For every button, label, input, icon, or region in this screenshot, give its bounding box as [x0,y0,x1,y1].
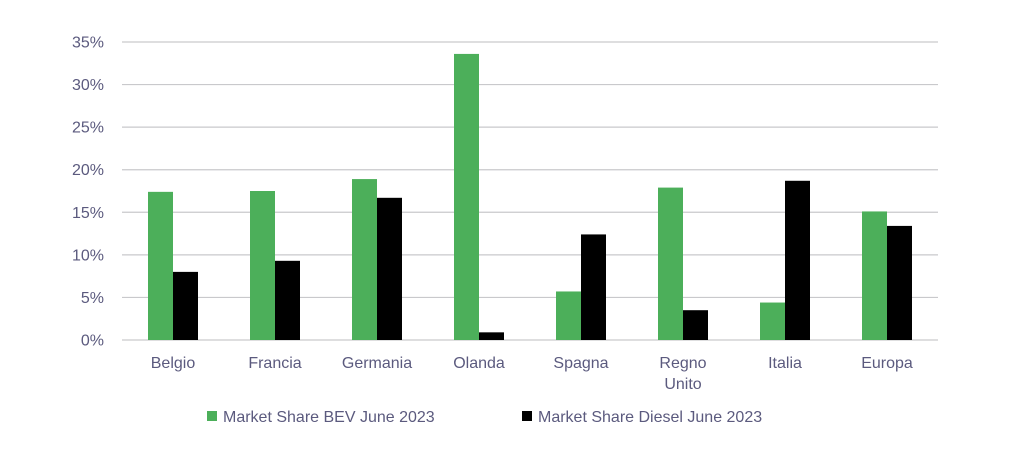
legend-label: Market Share BEV June 2023 [223,409,435,426]
bar-diesel [683,310,708,340]
legend: Market Share BEV June 2023 Market Share D… [207,409,762,426]
y-tick-label: 5% [81,290,104,307]
category-label: Unito [664,376,701,393]
bar-bev [862,211,887,340]
category-label: Germania [342,355,412,372]
bar-bev [658,187,683,340]
y-tick-label: 30% [72,77,104,94]
bar-diesel [377,197,402,340]
bar-diesel [275,260,300,340]
bar-bev [760,302,785,340]
y-tick-label: 20% [72,162,104,179]
gridlines [122,41,938,341]
y-axis-ticks: 0% 5% 10% 15% 20% 25% 30% 35% [72,35,104,350]
category-label: Belgio [151,355,196,372]
bar-bev [454,53,479,341]
bar-diesel [887,225,912,340]
y-tick-label: 15% [72,205,104,222]
bars [148,53,912,341]
category-label: Regno [659,355,706,372]
bar-bev [148,191,173,340]
category-label: Olanda [453,355,505,372]
category-label: Spagna [553,355,608,372]
bar-bev [556,291,581,340]
legend-swatch [207,411,217,421]
y-tick-label: 25% [72,120,104,137]
x-axis-labels: Belgio Francia Germania Olanda Spagna Regno Un… [151,355,913,393]
bar-diesel [785,180,810,340]
y-tick-label: 0% [81,333,104,350]
category-label: Italia [768,355,802,372]
bar-bev [250,191,275,340]
category-label: Europa [861,355,913,372]
bar-diesel [173,271,198,340]
y-tick-label: 35% [72,35,104,52]
category-label: Francia [248,355,301,372]
legend-label: Market Share Diesel June 2023 [538,409,762,426]
bar-bev [352,179,377,340]
bar-diesel [479,332,504,340]
legend-swatch [522,411,532,421]
bar-diesel [581,234,606,340]
y-tick-label: 10% [72,247,104,264]
